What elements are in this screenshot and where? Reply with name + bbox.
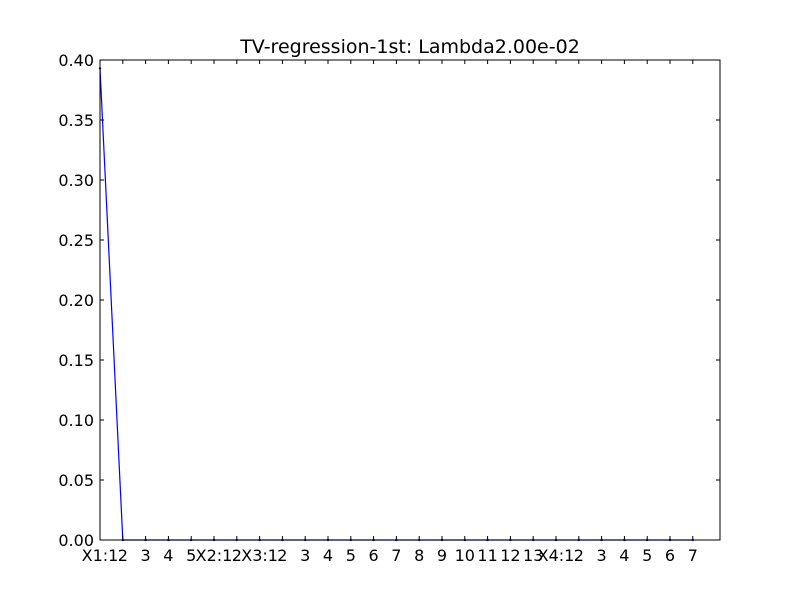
chart-title: TV-regression-1st: Lambda2.00e-02 (239, 36, 580, 58)
x-tick-label: 7 (391, 546, 401, 565)
x-tick-label: X3:1 (241, 546, 278, 565)
x-tick-label: 5 (346, 546, 356, 565)
plot-area (98, 67, 694, 542)
x-tick-label: 2 (574, 546, 584, 565)
x-tick-label: 5 (642, 546, 652, 565)
x-tick-label: 9 (437, 546, 447, 565)
x-tick-label: 11 (477, 546, 497, 565)
y-tick-label: 0.25 (58, 231, 94, 250)
x-tick-label: 8 (414, 546, 424, 565)
y-tick-label: 0.40 (58, 51, 94, 70)
y-tick-label: 0.30 (58, 171, 94, 190)
x-tick-label: 12 (500, 546, 520, 565)
y-tick-label: 0.05 (58, 471, 94, 490)
x-tick-label: 4 (619, 546, 629, 565)
x-tick-label: X2:1 (196, 546, 233, 565)
y-tick-label: 0.15 (58, 351, 94, 370)
x-tick-label: 6 (665, 546, 675, 565)
y-axis: 0.00 0.05 0.10 0.15 0.20 0.25 0.30 0.35 0.40 (58, 51, 720, 550)
series-line (99, 68, 693, 541)
x-tick-label: 13 (523, 546, 543, 565)
y-tick-label: 0.10 (58, 411, 94, 430)
x-tick-label: 2 (232, 546, 242, 565)
y-tick-label: 0.20 (58, 291, 94, 310)
y-tick-label: 0.35 (58, 111, 94, 130)
x-tick-label: 3 (597, 546, 607, 565)
axes-frame (99, 59, 721, 541)
x-tick-label: 4 (163, 546, 173, 565)
x-tick-label: 4 (323, 546, 333, 565)
x-tick-label: X4:1 (538, 546, 575, 565)
x-tick-label: 2 (118, 546, 128, 565)
y-tick-label: 0.00 (58, 531, 94, 550)
x-tick-label: 7 (688, 546, 698, 565)
x-tick-label: 2 (277, 546, 287, 565)
x-tick-label: 5 (186, 546, 196, 565)
x-tick-label: X1:1 (82, 546, 119, 565)
x-tick-label: 10 (455, 546, 475, 565)
x-tick-label: 6 (369, 546, 379, 565)
x-tick-label: 3 (141, 546, 151, 565)
x-tick-label: 3 (300, 546, 310, 565)
